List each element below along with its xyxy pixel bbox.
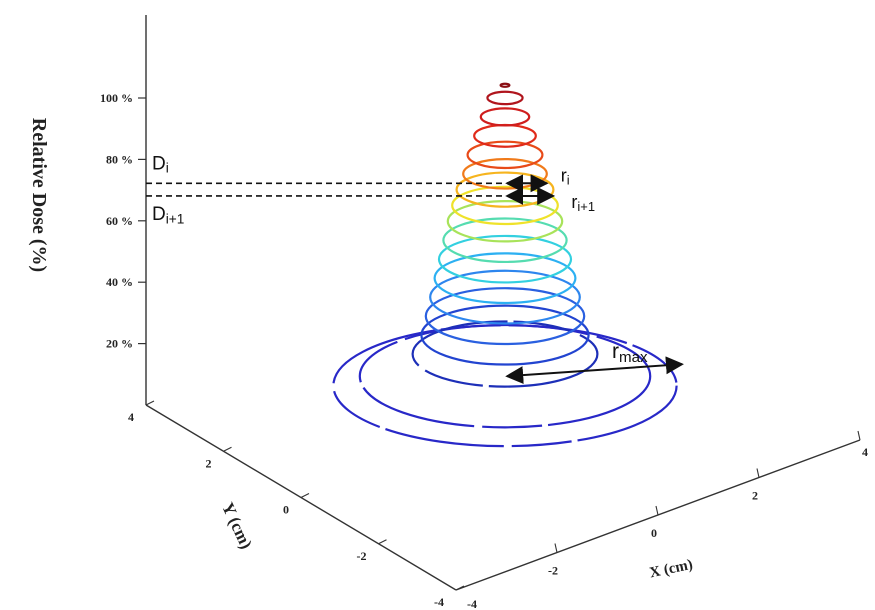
x-tick-label: 0: [651, 526, 657, 540]
contour-ring: [466, 140, 544, 170]
contour-ring: [486, 90, 524, 106]
y-tick: [145, 400, 155, 406]
contour-ring: [446, 199, 564, 243]
y-tick-label: 4: [128, 410, 134, 424]
contour-ring: [332, 324, 678, 448]
label-rmax: rmax: [612, 340, 648, 366]
contour-ring: [358, 323, 652, 429]
x-tick-label: 4: [862, 445, 868, 459]
z-tick-label: 40 %: [106, 275, 133, 289]
contour-ring: [411, 320, 599, 388]
x-tick-label: 2: [752, 489, 758, 503]
y-tick-label: 2: [206, 456, 212, 470]
x-tick: [756, 468, 760, 478]
contour-ring: [442, 217, 568, 264]
y-tick: [455, 585, 465, 591]
label-di1: Di+1: [152, 204, 184, 226]
contour-ring: [437, 234, 573, 284]
contour-ring: [479, 107, 531, 127]
y-tick-label: 0: [283, 503, 289, 517]
x-tick: [655, 505, 659, 516]
contour-ring: [462, 157, 548, 190]
y-tick: [223, 446, 232, 452]
z-tick-label: 80 %: [106, 152, 133, 166]
label-ri: ri: [561, 165, 570, 187]
x-tick: [857, 430, 861, 441]
arrow-rmax: [505, 356, 684, 385]
label-ri1: ri+1: [571, 192, 595, 214]
z-tick-label: 100 %: [100, 91, 133, 105]
contour-ring: [433, 252, 577, 305]
y-tick: [300, 493, 310, 498]
y-tick-label: -2: [357, 549, 367, 563]
z-tick-label: 60 %: [106, 214, 133, 228]
contour-ring: [499, 82, 511, 88]
axes: 20 % 40 % 60 % 80 % 100 % -4 -2 0 2 4 -2 0 2 4 -4: [100, 15, 868, 610]
label-di: Di: [152, 153, 169, 175]
contour-ring: [420, 304, 590, 366]
x-axis-title: X (cm): [648, 557, 694, 582]
contour-ring: [473, 123, 537, 148]
contour-ring: [451, 185, 559, 226]
dose-contours: [332, 82, 678, 448]
z-axis-title: Relative Dose (%): [28, 118, 50, 272]
x-tick: [554, 543, 558, 553]
y-tick: [378, 539, 387, 545]
contour-ring: [429, 269, 581, 325]
x-tick-label: -2: [548, 564, 558, 578]
x-tick-label: -4: [467, 597, 477, 610]
y-tick-label: -4: [434, 595, 444, 609]
y-axis-title: Y (cm): [218, 499, 256, 551]
contour-ring: [424, 287, 586, 346]
z-tick-label: 20 %: [106, 337, 133, 351]
